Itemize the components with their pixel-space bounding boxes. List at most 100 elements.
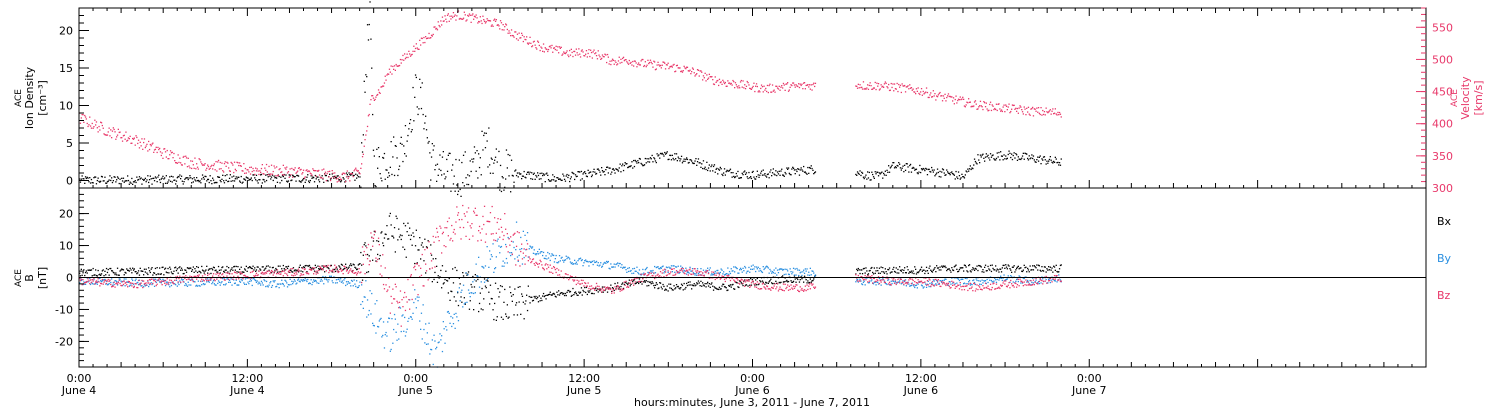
ion-density-series-point [978,159,980,161]
ion-density-series-point [297,175,300,177]
velocity-series-point [715,81,717,83]
ion-density-series-point [250,177,252,179]
series-by-point [865,277,867,279]
series-bx-point [687,281,689,283]
velocity-series-point [759,91,761,93]
ion-density-series-point [433,145,435,147]
series-bx-point [782,275,784,277]
velocity-series-point [617,60,620,62]
ion-density-series-point [287,180,290,182]
series-by-point [617,265,620,267]
velocity-series-point [986,108,988,110]
ion-density-series-point [244,178,246,180]
ion-density-series-point [991,154,993,157]
velocity-series-point [905,86,907,88]
velocity-series-point [194,157,196,159]
velocity-series-point [652,66,654,68]
series-bx [79,212,1062,321]
ion-density-series-point [201,178,203,180]
series-bx-point [686,282,688,285]
ion-density-series-point [654,158,656,160]
series-by-point [951,277,953,279]
ion-density-series-point [886,169,888,171]
ion-density-series-point [518,172,520,174]
series-bz-point [386,290,388,293]
series-bz-point [260,272,263,274]
velocity-series-point [623,60,625,62]
series-by-point [544,257,546,260]
series-bx-point [550,294,552,296]
series-bz-point [297,270,299,272]
series-by-point [393,328,395,331]
series-bx-point [80,268,82,270]
series-by-point [128,285,130,287]
velocity-series-point [203,164,205,166]
velocity-series-point [530,42,532,44]
ion-density-series-point [603,170,605,173]
ion-density-series-point [750,177,753,180]
series-by-point [898,281,900,283]
series-by-point [499,252,501,254]
series-by-point [639,273,641,276]
ion-density-series-point [394,145,396,147]
velocity-series-point [597,50,599,52]
ion-density-series-point [668,158,670,160]
ion-density-series-point [783,175,785,177]
series-by-point [426,332,428,334]
ion-density-series-point [189,175,191,177]
velocity-series-point [108,127,110,129]
series-bx-point [934,267,936,269]
ion-density-series-point [871,171,873,173]
series-by-point [191,279,194,281]
series-bx-point [859,272,861,275]
velocity-series-point [684,67,686,69]
series-by-point [766,265,768,267]
series-by-point [467,289,470,291]
series-by-point [580,259,583,262]
velocity-series-point [401,59,403,61]
velocity-series-point [204,163,206,165]
series-bz-point [313,267,316,269]
ion-density-series-point [377,147,380,149]
ion-density-series-point [728,170,730,172]
series-bx-point [201,265,203,268]
series-bx-point [191,270,193,272]
series-bx-point [287,265,290,267]
ion-density-series-point [1016,159,1019,161]
series-bx-point [547,294,549,296]
series-bx-point [425,272,427,274]
velocity-series-point [952,100,954,102]
ion-density-series-point [744,170,746,172]
series-by-point [687,271,689,273]
series-bx-point [697,280,700,282]
velocity-series-point [134,144,136,146]
series-by-point [590,261,592,264]
series-bx-point [1021,270,1023,272]
ion-density-series-point [791,168,793,170]
series-by-point [306,280,308,283]
ion-density-series-point [1041,158,1043,160]
series-bx-point [286,267,289,270]
ion-density-series-point [1027,157,1029,160]
series-by-point [888,284,891,286]
velocity-series-point [975,103,977,105]
velocity-series-point [900,91,902,94]
ion-density-series-point [590,171,592,173]
series-bx-point [685,286,687,289]
ion-density-series-point [927,168,929,171]
velocity-series-point [537,40,539,42]
series-bz-point [89,282,91,285]
series-bz-point [372,237,375,239]
series-by-point [690,270,692,272]
series-bx-point [695,284,697,286]
series-by-point [643,272,645,274]
ion-density-series-point [941,168,944,170]
ion-density-series-point [617,170,620,172]
series-by-point [557,262,559,264]
velocity-series-point [695,74,697,76]
ion-density-series-point [744,173,747,175]
ion-density-series-point [675,158,677,160]
velocity-series-point [1052,108,1054,110]
series-bx-point [268,269,270,271]
series-by-point [488,266,490,268]
